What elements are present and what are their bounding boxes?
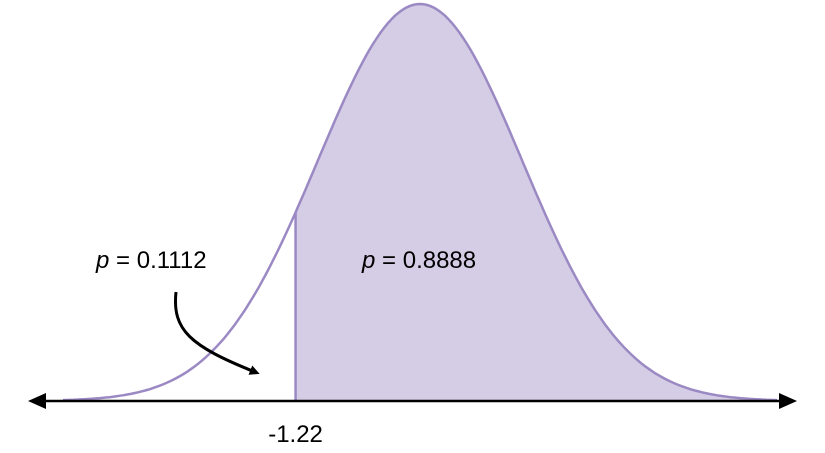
axis-left-arrowhead [28,393,46,409]
axis-right-arrowhead [779,393,797,409]
left-tail-probability-label: p = 0.1112 [95,247,207,274]
pointer-arrow [173,291,260,375]
normal-curve [62,2,778,402]
x-axis [28,393,797,409]
right-area-probability-label: p = 0.8888 [361,247,476,274]
right-tail-shaded-area [295,4,777,401]
cutoff-tick-label: -1.22 [268,421,323,448]
